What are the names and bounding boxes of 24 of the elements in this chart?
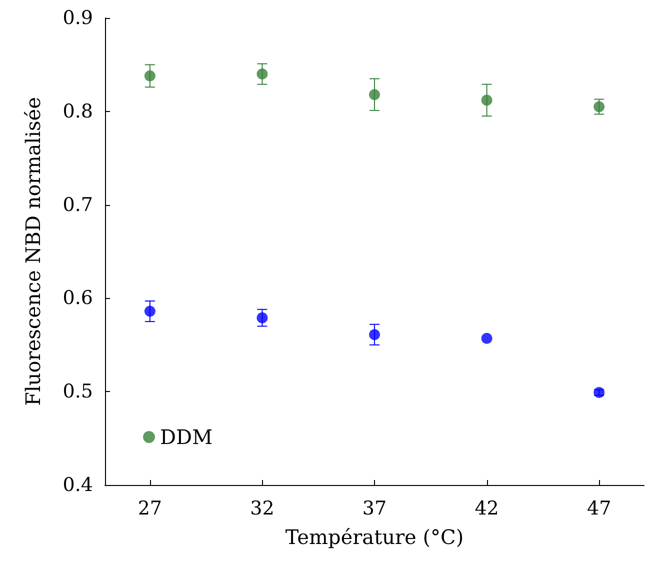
point	[144, 306, 156, 317]
x-tick-label: 32	[250, 498, 274, 520]
y-tick-label: 0.9	[62, 7, 93, 29]
point	[594, 101, 605, 112]
point	[481, 332, 492, 344]
point	[144, 70, 156, 82]
y-tick-label: 0.6	[62, 287, 93, 310]
y-tick-label: 0.4	[62, 474, 93, 496]
point	[369, 89, 380, 100]
y-tick-label: 0.5	[62, 380, 93, 403]
point	[594, 387, 605, 398]
x-tick-label: 42	[474, 498, 499, 520]
y-tick-label: 0.8	[62, 100, 93, 122]
point	[481, 94, 492, 106]
point	[256, 312, 268, 324]
y-tick-label: 0.7	[62, 194, 93, 216]
x-tick-label: 37	[362, 498, 387, 520]
y-axis-title: Fluorescence NBD normalisée	[21, 97, 45, 406]
x-tick-label: 27	[138, 498, 162, 520]
legend-label: DDM	[160, 425, 213, 449]
x-tick-label: 47	[586, 498, 612, 520]
point	[256, 68, 268, 80]
x-axis-title: Température (°C)	[285, 525, 464, 549]
point	[369, 329, 380, 340]
